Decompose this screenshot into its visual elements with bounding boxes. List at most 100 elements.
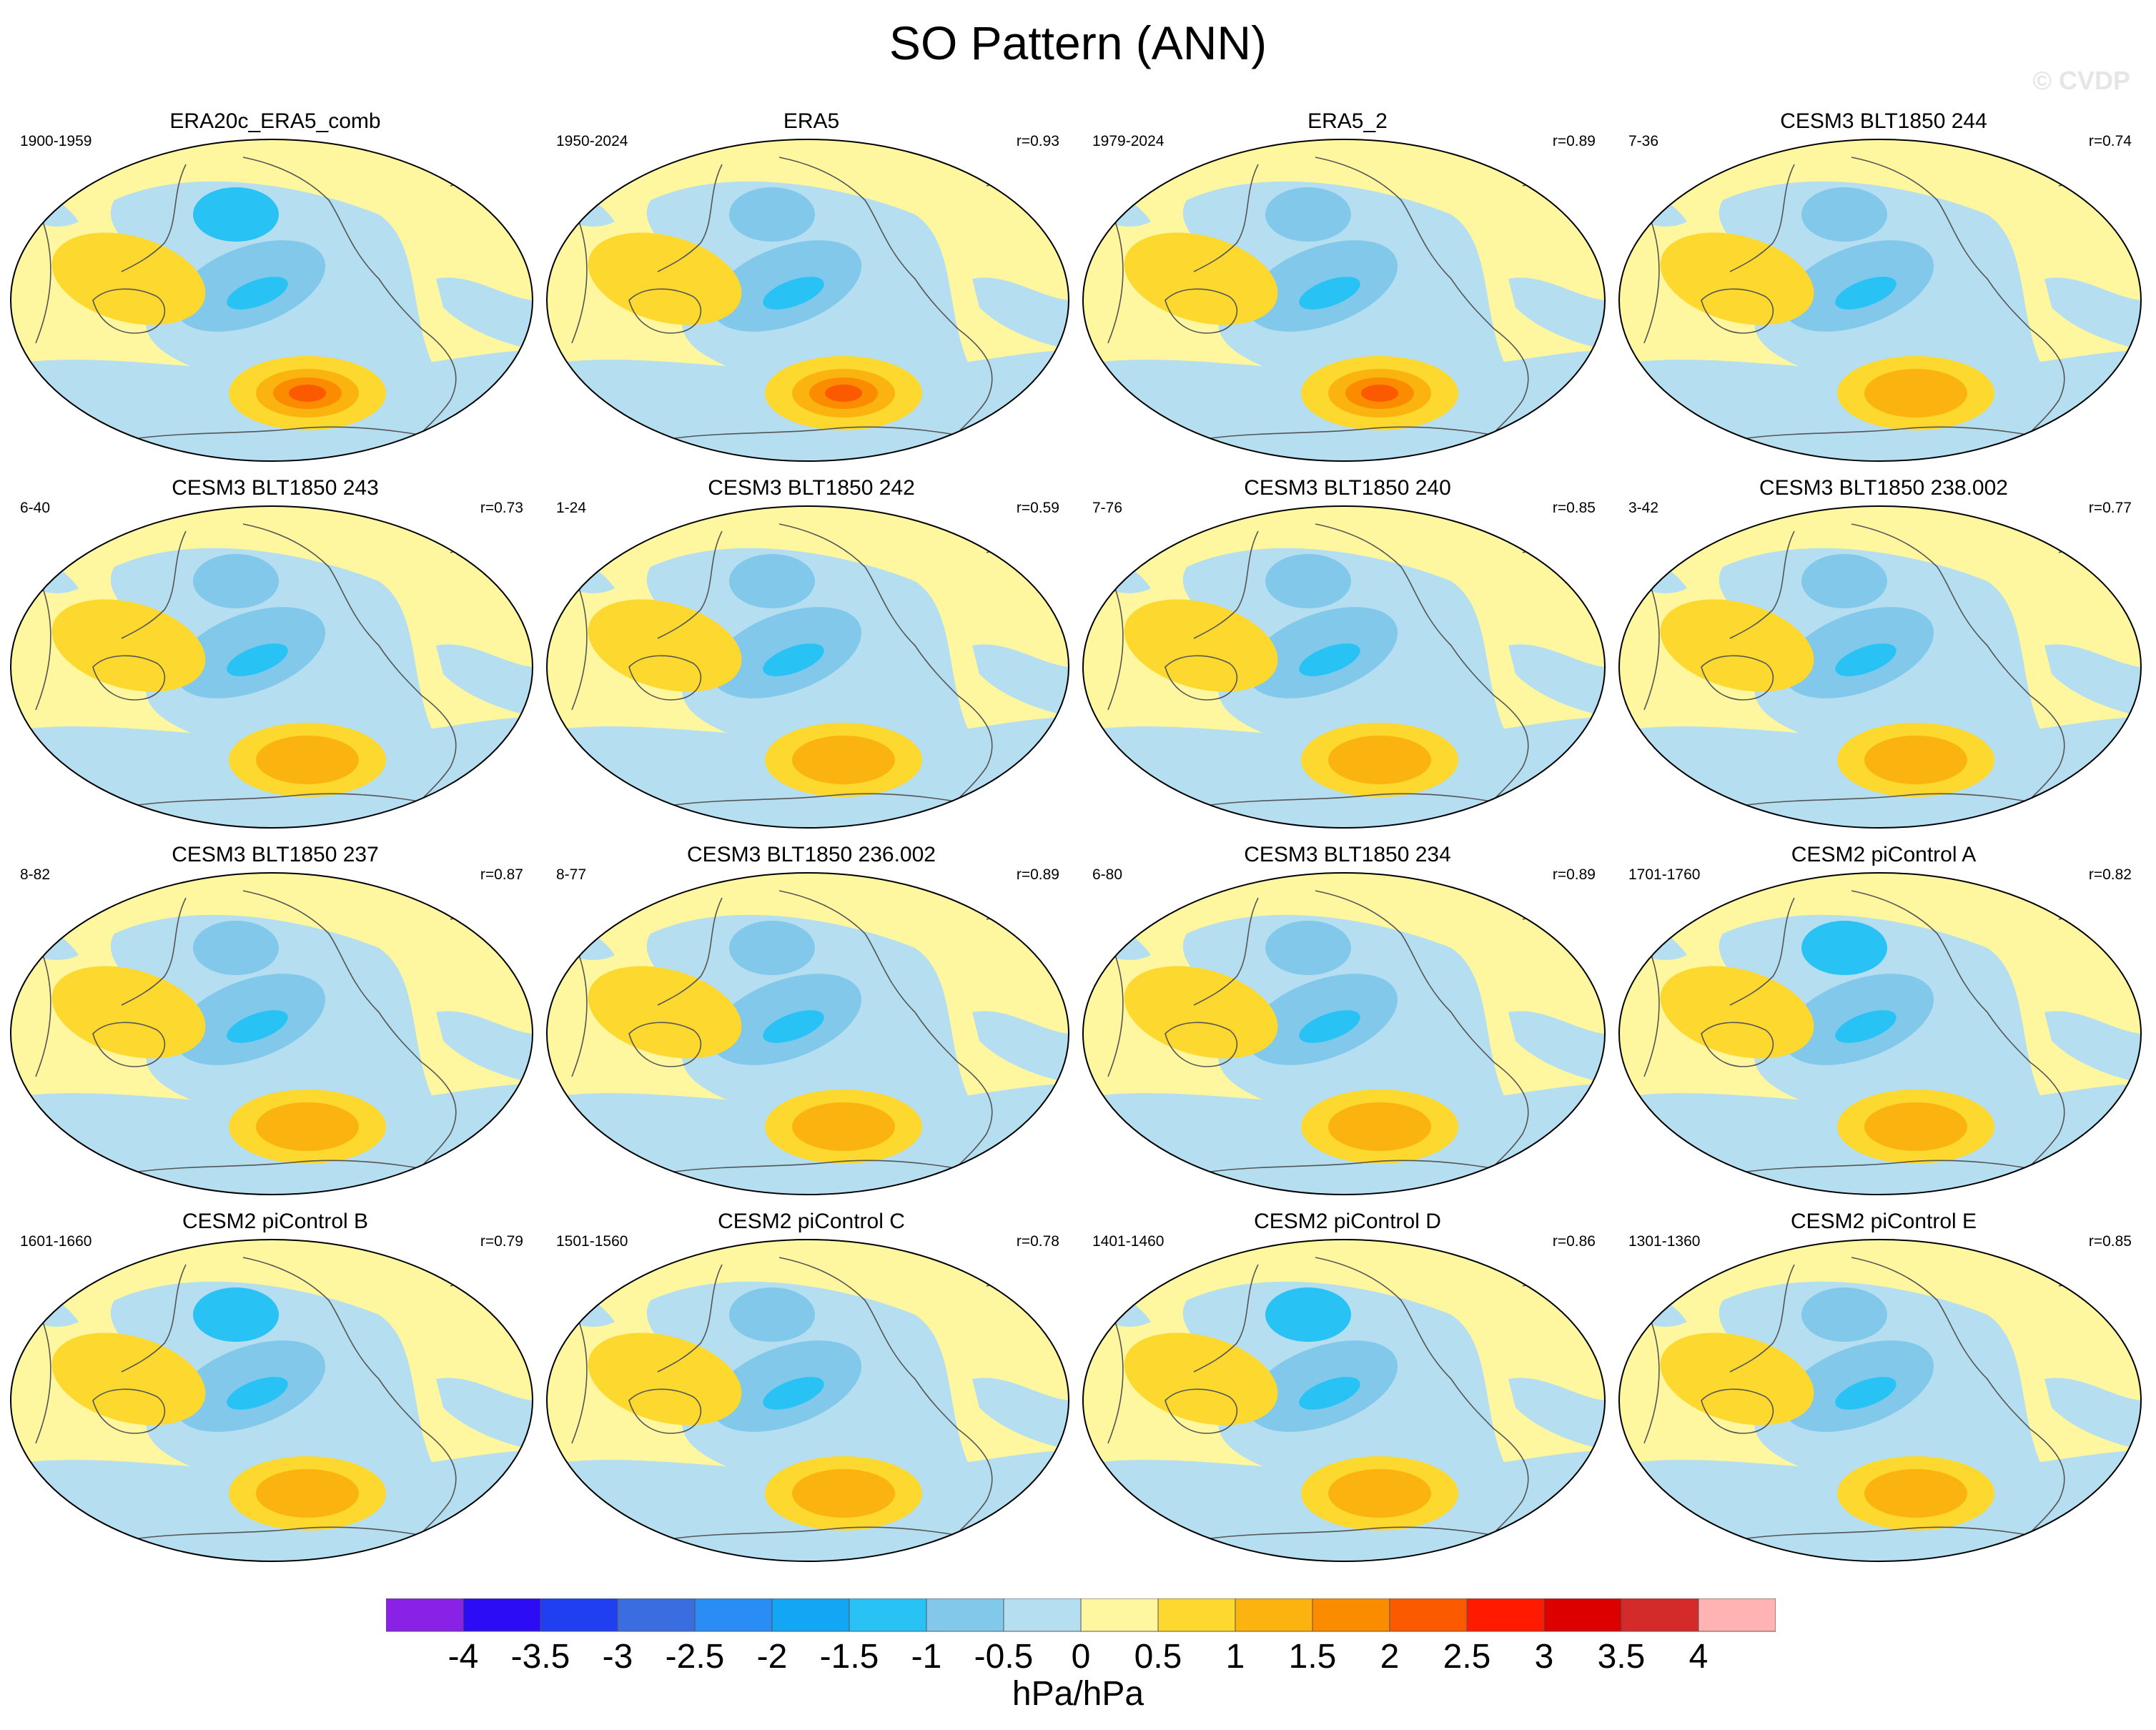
- panel-correlation: r=0.87: [480, 866, 523, 883]
- colorbar-swatch: [1466, 1598, 1545, 1632]
- map-plot: [1082, 139, 1606, 462]
- map-panel: CESM3 BLT1850 243 6-40 r=0.73: [7, 474, 543, 839]
- panel-title: CESM3 BLT1850 236.002: [686, 843, 936, 866]
- panel-title: CESM3 BLT1850 234: [1244, 843, 1451, 866]
- panel-period: 6-40: [20, 500, 51, 516]
- panel-title: ERA20c_ERA5_comb: [169, 109, 381, 133]
- colorbar-tick-label: 1: [1225, 1638, 1245, 1676]
- colorbar-swatch: [617, 1598, 696, 1632]
- panel-correlation: r=0.78: [1016, 1233, 1059, 1250]
- map-panel: ERA5_2 1979-2024 r=0.89: [1079, 107, 1616, 472]
- colorbar-swatch: [463, 1598, 541, 1632]
- colorbar-tick-label: -4: [447, 1638, 479, 1676]
- panel-period: 1401-1460: [1092, 1233, 1164, 1250]
- panel-correlation: r=0.79: [480, 1233, 523, 1250]
- panel-title: CESM2 piControl A: [1791, 843, 1977, 866]
- colorbar-tick-label: -3.5: [510, 1638, 570, 1676]
- colorbar-tick-label: 0.5: [1134, 1638, 1182, 1676]
- colorbar-swatch: [1080, 1598, 1159, 1632]
- colorbar-swatch: [1003, 1598, 1082, 1632]
- colorbar-tick-label: -2: [756, 1638, 788, 1676]
- panel-correlation: r=0.77: [2088, 500, 2132, 516]
- colorbar-tick-label: 3: [1534, 1638, 1554, 1676]
- panel-correlation: r=0.89: [1552, 133, 1596, 149]
- map-panel: CESM2 piControl B 1601-1660 r=0.79: [7, 1207, 543, 1572]
- panel-period: 7-76: [1092, 500, 1123, 516]
- panel-period: 1501-1560: [556, 1233, 628, 1250]
- colorbar-units: hPa/hPa: [1012, 1675, 1144, 1713]
- panel-title: CESM3 BLT1850 243: [172, 476, 379, 500]
- panel-period: 7-36: [1628, 133, 1659, 149]
- map-plot: [1082, 505, 1606, 829]
- colorbar-tick-label: 0: [1071, 1638, 1091, 1676]
- map-plot: [1082, 1239, 1606, 1562]
- panel-correlation: r=0.73: [480, 500, 523, 516]
- map-plot: [546, 505, 1069, 829]
- panel-period: 1601-1660: [20, 1233, 92, 1250]
- panel-correlation: r=0.74: [2088, 133, 2132, 149]
- panel-title: CESM2 piControl E: [1790, 1210, 1977, 1233]
- panel-period: 8-77: [556, 866, 587, 883]
- panel-title: CESM2 piControl C: [718, 1210, 905, 1233]
- panel-correlation: r=0.59: [1016, 500, 1059, 516]
- panel-period: 3-42: [1628, 500, 1659, 516]
- panel-correlation: r=0.86: [1552, 1233, 1596, 1250]
- panel-title: ERA5: [783, 109, 840, 133]
- panel-title: CESM3 BLT1850 237: [172, 843, 379, 866]
- map-panel: CESM2 piControl A 1701-1760 r=0.82: [1616, 841, 2152, 1205]
- map-panel: CESM3 BLT1850 242 1-24 r=0.59: [543, 474, 1079, 839]
- map-panel: CESM3 BLT1850 237 8-82 r=0.87: [7, 841, 543, 1205]
- colorbar-tick-label: 1.5: [1288, 1638, 1337, 1676]
- panel-period: 1301-1360: [1628, 1233, 1701, 1250]
- panel-title: CESM3 BLT1850 240: [1244, 476, 1451, 500]
- map-panel: CESM3 BLT1850 234 6-80 r=0.89: [1079, 841, 1616, 1205]
- panel-title: CESM2 piControl B: [182, 1210, 369, 1233]
- map-plot: [1082, 872, 1606, 1195]
- map-plot: [546, 139, 1069, 462]
- panel-correlation: r=0.82: [2088, 866, 2132, 883]
- panel-title: CESM2 piControl D: [1254, 1210, 1441, 1233]
- colorbar-tick-label: -3: [602, 1638, 633, 1676]
- map-plot: [1618, 1239, 2142, 1562]
- colorbar-tick-label: -0.5: [974, 1638, 1034, 1676]
- colorbar-swatch: [1543, 1598, 1622, 1632]
- panel-title: CESM3 BLT1850 244: [1780, 109, 1987, 133]
- colorbar-swatch: [849, 1598, 927, 1632]
- map-panel: CESM3 BLT1850 236.002 8-77 r=0.89: [543, 841, 1079, 1205]
- colorbar-tick-label: 2.5: [1443, 1638, 1491, 1676]
- panel-period: 1900-1959: [20, 133, 92, 149]
- colorbar-swatch: [1312, 1598, 1390, 1632]
- panel-title: CESM3 BLT1850 238.002: [1759, 476, 2008, 500]
- map-panel: CESM3 BLT1850 238.002 3-42 r=0.77: [1616, 474, 2152, 839]
- colorbar-tick-label: 2: [1380, 1638, 1400, 1676]
- map-panel: CESM3 BLT1850 240 7-76 r=0.85: [1079, 474, 1616, 839]
- panel-correlation: r=0.93: [1016, 133, 1059, 149]
- panel-correlation: r=0.85: [2088, 1233, 2132, 1250]
- panel-period: 8-82: [20, 866, 51, 883]
- colorbar-swatch: [771, 1598, 850, 1632]
- panel-correlation: r=0.89: [1016, 866, 1059, 883]
- map-plot: [10, 1239, 533, 1562]
- panel-correlation: r=0.85: [1552, 500, 1596, 516]
- colorbar-swatch: [1621, 1598, 1699, 1632]
- map-plot: [10, 505, 533, 829]
- map-plot: [10, 872, 533, 1195]
- watermark: © CVDP: [2032, 66, 2130, 95]
- colorbar-tick-label: -2.5: [665, 1638, 725, 1676]
- map-plot: [10, 139, 533, 462]
- colorbar-swatch: [1235, 1598, 1313, 1632]
- map-panel: ERA5 1950-2024 r=0.93: [543, 107, 1079, 472]
- map-plot: [1618, 505, 2142, 829]
- panel-period: 1950-2024: [556, 133, 628, 149]
- colorbar-swatch: [1157, 1598, 1236, 1632]
- colorbar-swatch: [540, 1598, 618, 1632]
- colorbar-swatch: [926, 1598, 1004, 1632]
- map-panel: ERA20c_ERA5_comb 1900-1959: [7, 107, 543, 472]
- panel-period: 1979-2024: [1092, 133, 1164, 149]
- panel-title: ERA5_2: [1307, 109, 1388, 133]
- colorbar: [386, 1598, 1776, 1632]
- colorbar-swatch: [694, 1598, 773, 1632]
- map-plot: [1618, 139, 2142, 462]
- figure-title: SO Pattern (ANN): [889, 16, 1267, 69]
- colorbar-swatch: [386, 1598, 464, 1632]
